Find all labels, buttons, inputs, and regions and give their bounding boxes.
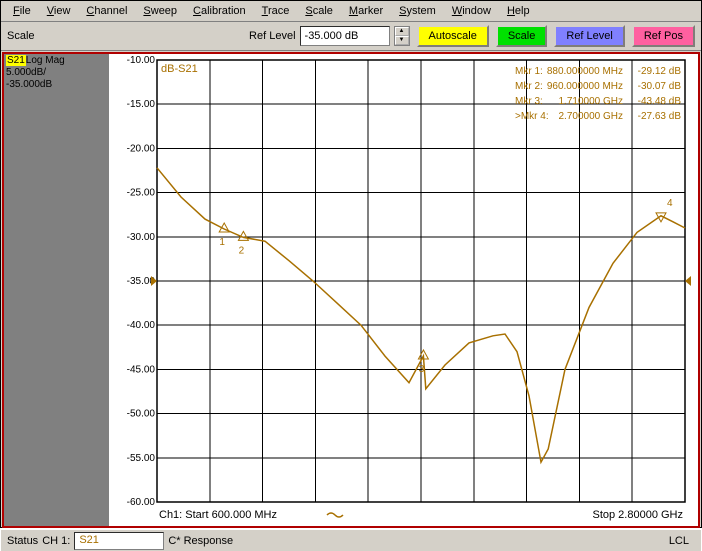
- main-area: S21Log Mag 5.000dB/ -35.000dB -10.00 -15.…: [2, 52, 700, 528]
- ref-level-spinner[interactable]: ▲ ▼: [394, 26, 410, 46]
- toolbar: Scale Ref Level ▲ ▼ Autoscale Scale Ref …: [1, 22, 701, 51]
- y-tick-label: -55.00: [127, 453, 156, 464]
- x-axis-start: Ch1: Start 600.000 MHz: [159, 509, 277, 521]
- status-s21: S21: [74, 532, 164, 550]
- menu-marker[interactable]: Marker: [341, 3, 391, 19]
- menu-help[interactable]: Help: [499, 3, 538, 19]
- marker-4-num: 4: [667, 198, 673, 209]
- refpos-button[interactable]: Ref Pos: [632, 25, 695, 47]
- marker-row-val: -43.48 dB: [638, 96, 682, 107]
- menu-system[interactable]: System: [391, 3, 444, 19]
- y-tick-label: -45.00: [127, 364, 156, 375]
- menu-window[interactable]: Window: [444, 3, 499, 19]
- menu-scale[interactable]: Scale: [297, 3, 341, 19]
- y-tick-label: -30.00: [127, 232, 156, 243]
- y-tick-label: -15.00: [127, 99, 156, 110]
- marker-row-freq: 1.710000 GHz: [559, 96, 624, 107]
- menu-calibration[interactable]: Calibration: [185, 3, 254, 19]
- menu-trace[interactable]: Trace: [254, 3, 298, 19]
- side-panel: S21Log Mag 5.000dB/ -35.000dB: [4, 54, 109, 526]
- marker-row-label: Mkr 3:: [515, 96, 543, 107]
- menu-bar: FileViewChannelSweepCalibrationTraceScal…: [1, 1, 701, 22]
- status-bar: Status CH 1: S21 C* Response LCL: [1, 529, 701, 551]
- autoscale-button[interactable]: Autoscale: [417, 25, 489, 47]
- status-label: Status: [7, 535, 38, 547]
- status-channel: CH 1:: [42, 535, 70, 547]
- trace-info: S21Log Mag 5.000dB/ -35.000dB: [4, 54, 109, 92]
- marker-1-num: 1: [219, 237, 225, 248]
- marker-row-val: -29.12 dB: [638, 66, 682, 77]
- marker-row-label: Mkr 2:: [515, 81, 543, 92]
- marker-3-num: 3: [419, 364, 425, 375]
- menu-file[interactable]: File: [5, 3, 39, 19]
- marker-row-freq: 880.000000 MHz: [547, 66, 623, 77]
- trace-id: S21: [6, 55, 26, 66]
- status-lcl: LCL: [669, 535, 695, 547]
- plot-area: -10.00-15.00-20.00-25.00-30.00-35.00-40.…: [109, 54, 698, 526]
- y-tick-label: -50.00: [127, 409, 156, 420]
- menu-sweep[interactable]: Sweep: [135, 3, 185, 19]
- status-response: C* Response: [168, 535, 233, 547]
- menu-view[interactable]: View: [39, 3, 79, 19]
- marker-row-val: -30.07 dB: [638, 81, 682, 92]
- trace-format: Log Mag: [26, 55, 65, 66]
- y-tick-label: -40.00: [127, 320, 156, 331]
- marker-row-label: Mkr 1:: [515, 66, 543, 77]
- plot-title: dB-S21: [161, 63, 198, 75]
- trace-scale: 5.000dB/: [6, 67, 46, 78]
- y-tick-label: -20.00: [127, 143, 156, 154]
- menu-channel[interactable]: Channel: [78, 3, 135, 19]
- toolbar-section-label: Scale: [7, 30, 65, 42]
- y-tick-label: -10.00: [127, 55, 156, 66]
- reflevel-button[interactable]: Ref Level: [554, 25, 624, 47]
- ref-level-label: Ref Level: [249, 30, 295, 42]
- ref-arrow-right: [685, 276, 691, 286]
- plot-svg: -10.00-15.00-20.00-25.00-30.00-35.00-40.…: [109, 54, 693, 526]
- scale-button[interactable]: Scale: [496, 25, 548, 47]
- marker-2-num: 2: [239, 245, 245, 256]
- spin-down-icon[interactable]: ▼: [395, 36, 409, 45]
- trace-legend-icon: [327, 513, 343, 517]
- marker-row-val: -27.63 dB: [638, 111, 682, 122]
- ref-level-input[interactable]: [300, 26, 390, 46]
- y-tick-label: -25.00: [127, 188, 156, 199]
- app-window: FileViewChannelSweepCalibrationTraceScal…: [0, 0, 702, 528]
- trace-ref: -35.000dB: [6, 79, 52, 90]
- y-tick-label: -60.00: [127, 497, 156, 508]
- marker-row-label: >Mkr 4:: [515, 111, 549, 122]
- marker-row-freq: 2.700000 GHz: [559, 111, 624, 122]
- marker-row-freq: 960.000000 MHz: [547, 81, 623, 92]
- spin-up-icon[interactable]: ▲: [395, 27, 409, 36]
- x-axis-stop: Stop 2.80000 GHz: [592, 509, 683, 521]
